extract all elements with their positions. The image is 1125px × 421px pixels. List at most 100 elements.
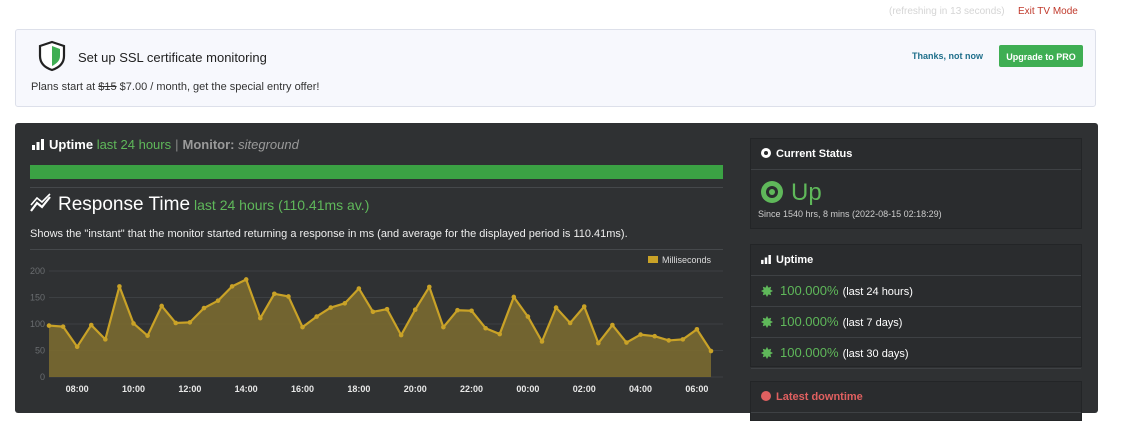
bar-chart-icon <box>761 255 771 264</box>
data-point <box>173 320 179 326</box>
chart-legend[interactable]: Milliseconds <box>648 255 711 265</box>
data-point <box>159 303 164 309</box>
x-tick-label: 16:00 <box>291 384 314 394</box>
uptime-percentage: 100.000% <box>780 314 839 329</box>
data-point <box>88 322 94 328</box>
response-time-heading: Response Time last 24 hours (110.41ms av.… <box>30 193 369 216</box>
data-point <box>117 284 122 289</box>
data-point <box>103 337 108 342</box>
status-indicator: Up <box>761 179 822 207</box>
uptime-panel-header: Uptime <box>751 245 1081 276</box>
data-point <box>441 324 446 330</box>
monitor-label-text: Monitor: <box>182 137 235 152</box>
status-burst-icon <box>761 285 773 297</box>
data-point <box>426 284 432 290</box>
data-point <box>497 331 503 337</box>
shield-icon <box>38 40 66 72</box>
old-price: $15 <box>98 81 117 93</box>
current-status-panel: Current Status Up Since 1540 hrs, 8 mins… <box>750 138 1082 229</box>
uptime-panel-header-label: Uptime <box>776 254 814 266</box>
thanks-not-now-link[interactable]: Thanks, not now <box>912 51 983 61</box>
data-point <box>511 294 517 300</box>
ssl-banner-title: Set up SSL certificate monitoring <box>78 50 267 65</box>
response-time-description: Shows the "instant" that the monitor sta… <box>30 228 628 240</box>
ssl-promo-banner: Set up SSL certificate monitoring Plans … <box>15 29 1096 107</box>
uptime-title: Uptime <box>49 137 94 152</box>
data-point <box>145 333 150 338</box>
data-point <box>596 340 601 346</box>
data-point <box>257 315 263 321</box>
x-tick-label: 08:00 <box>66 384 89 394</box>
monitor-dashboard: Uptime last 24 hours | Monitor: siteground… <box>15 123 1098 421</box>
status-since: Since 1540 hrs, 8 mins (2022-08-15 02:18… <box>758 209 942 219</box>
uptime-percentage: 100.000% <box>780 283 839 298</box>
uptime-percentage: 100.000% <box>780 345 839 360</box>
exit-tv-mode-link[interactable]: Exit TV Mode <box>1018 6 1078 17</box>
x-tick-label: 14:00 <box>235 384 258 394</box>
top-bar: (refreshing in 13 seconds) Exit TV Mode <box>0 0 1125 24</box>
plans-suffix: $7.00 / month, get the special entry off… <box>116 81 320 93</box>
bar-chart-icon <box>32 139 44 150</box>
data-point <box>46 323 52 328</box>
data-point <box>215 298 221 303</box>
uptime-row: 100.000% (last 24 hours) <box>751 276 1081 307</box>
x-tick-label: 12:00 <box>178 384 201 394</box>
data-point <box>652 333 657 339</box>
downtime-dot-icon <box>761 391 771 401</box>
current-status-header-label: Current Status <box>776 148 853 160</box>
response-time-chart: 0 50 100 150 200 08:00 10:00 12:00 14:00 16:00 18:… <box>30 266 723 394</box>
data-point <box>553 305 559 310</box>
data-point <box>60 324 66 329</box>
x-tick-label: 04:00 <box>629 384 652 394</box>
data-point <box>638 332 643 337</box>
plans-prefix: Plans start at <box>31 81 99 93</box>
data-point <box>525 314 531 319</box>
data-point <box>666 338 672 343</box>
uptime-bar <box>30 165 723 179</box>
trend-line-icon <box>30 193 51 212</box>
data-point <box>314 314 319 319</box>
data-point <box>328 305 334 310</box>
divider <box>30 187 723 188</box>
data-point <box>74 344 80 350</box>
data-point <box>469 308 474 314</box>
refresh-countdown: (refreshing in 13 seconds) <box>889 6 1005 17</box>
data-point <box>131 321 136 326</box>
x-tick-label: 22:00 <box>460 384 483 394</box>
y-tick-label: 150 <box>30 293 45 303</box>
divider <box>30 249 723 250</box>
data-point <box>342 301 348 306</box>
uptime-heading: Uptime last 24 hours | Monitor: siteground <box>32 137 299 152</box>
y-tick-label: 200 <box>30 266 45 276</box>
upgrade-to-pro-button[interactable]: Upgrade to PRO <box>999 45 1083 67</box>
data-point <box>412 307 418 312</box>
up-status-icon <box>761 181 783 203</box>
uptime-period-label: (last 30 days) <box>842 348 909 360</box>
uptime-period: last 24 hours <box>96 137 172 152</box>
uptime-panel: Uptime 100.000% (last 24 hours) 100.000% (l… <box>750 244 1082 369</box>
y-tick-label: 0 <box>40 372 45 382</box>
status-value: Up <box>791 179 822 206</box>
data-point <box>300 324 305 330</box>
x-tick-label: 06:00 <box>685 384 708 394</box>
uptime-period-label: (last 24 hours) <box>842 286 913 298</box>
data-point <box>356 286 362 291</box>
status-burst-icon <box>761 316 773 328</box>
data-point <box>370 309 376 315</box>
current-status-header: Current Status <box>751 139 1081 170</box>
uptime-row: 100.000% (last 30 days) <box>751 338 1081 369</box>
data-point <box>624 340 629 345</box>
uptime-row: 100.000% (last 7 days) <box>751 307 1081 338</box>
legend-swatch <box>648 256 658 263</box>
y-tick-label: 50 <box>35 346 45 356</box>
heading-separator: | <box>175 137 179 152</box>
monitor-label: Monitor: siteground <box>183 137 299 152</box>
latest-downtime-panel: Latest downtime <box>750 381 1082 421</box>
data-point <box>384 306 390 312</box>
data-point <box>567 320 573 326</box>
data-point <box>243 277 249 282</box>
y-tick-label: 100 <box>30 319 45 329</box>
x-tick-label: 20:00 <box>404 384 427 394</box>
status-dot-icon <box>761 148 771 158</box>
latest-downtime-header: Latest downtime <box>751 382 1081 413</box>
